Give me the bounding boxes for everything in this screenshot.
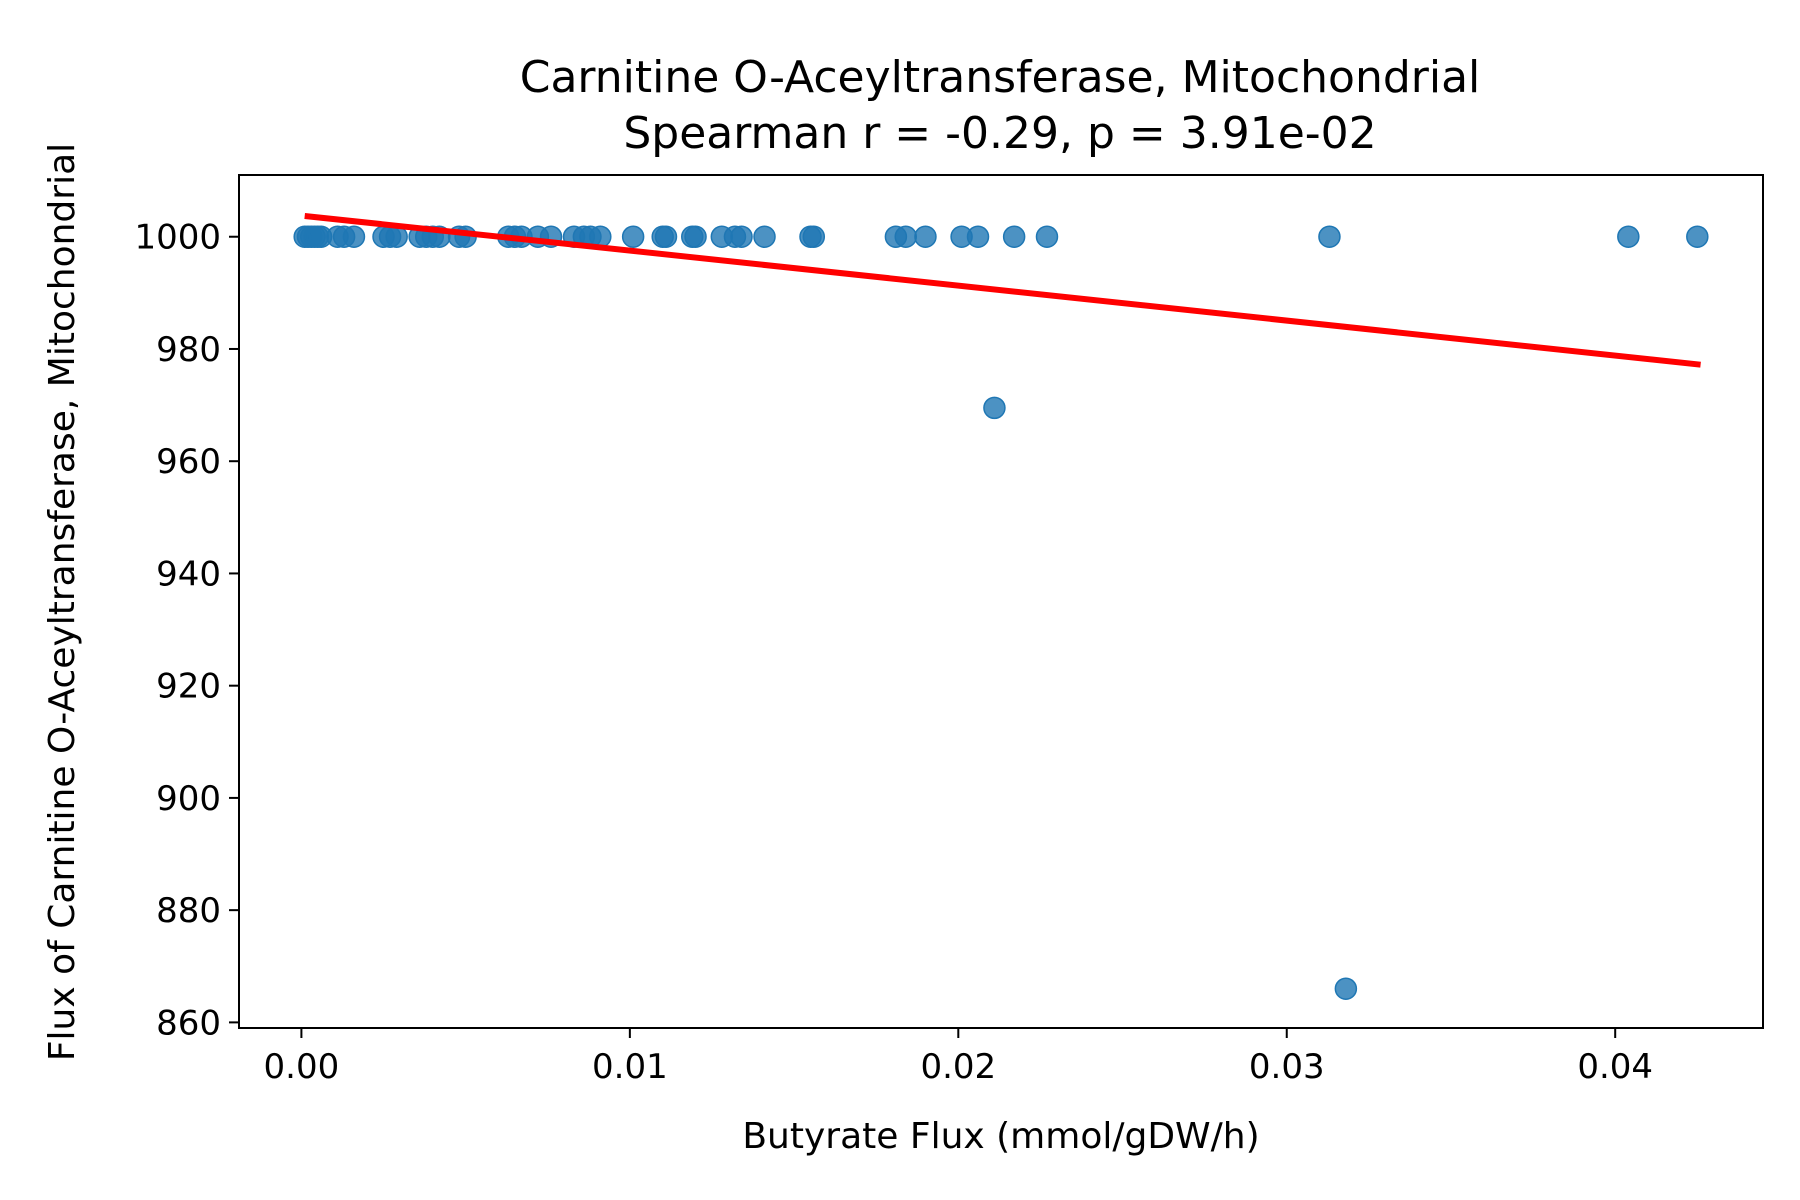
x-axis-label: Butyrate Flux (mmol/gDW/h) xyxy=(742,1116,1259,1157)
scatter-point xyxy=(1686,225,1709,248)
y-tick-label: 940 xyxy=(156,554,221,594)
y-tick-label: 900 xyxy=(156,779,221,819)
scatter-point xyxy=(1035,225,1059,248)
scatter-point xyxy=(342,225,366,248)
x-tick-label: 0.02 xyxy=(920,1047,996,1087)
scatter-point xyxy=(1334,977,1358,1000)
scatter-point xyxy=(1318,225,1341,248)
chart-title: Carnitine O-Aceyltransferase, Mitochondr… xyxy=(520,52,1481,103)
tick-layer: 0.00 0.01 0.02 0.03 0.04 860 880 900 920 940 960 98… xyxy=(134,218,1653,1087)
scatter-point xyxy=(894,225,917,248)
scatter-point xyxy=(1617,225,1640,248)
trend-layer xyxy=(304,212,1701,368)
y-tick-label: 1000 xyxy=(134,218,221,258)
y-tick-label: 920 xyxy=(156,667,221,707)
chart-subtitle: Spearman r = -0.29, p = 3.91e-02 xyxy=(623,108,1376,159)
y-tick-label: 960 xyxy=(156,442,221,482)
x-tick-label: 0.01 xyxy=(592,1047,668,1087)
y-tick-label: 880 xyxy=(156,891,221,931)
scatter-point xyxy=(1002,225,1026,248)
scatter-point xyxy=(730,225,753,248)
regression-line xyxy=(304,212,1701,368)
scatter-point xyxy=(654,225,678,248)
y-tick-label: 860 xyxy=(156,1003,221,1043)
x-tick-label: 0.00 xyxy=(264,1047,340,1087)
scatter-point xyxy=(802,225,826,248)
scatter-point xyxy=(983,396,1006,420)
y-tick-label: 980 xyxy=(156,330,221,370)
x-tick-label: 0.04 xyxy=(1577,1047,1653,1087)
plot-frame xyxy=(238,174,1764,1029)
x-tick-label: 0.03 xyxy=(1249,1047,1325,1087)
scatter-point xyxy=(621,225,645,248)
y-axis-label: Flux of Carnitine O-Aceyltransferase, Mi… xyxy=(42,143,83,1061)
scatter-point xyxy=(684,225,707,248)
scatter-point xyxy=(914,225,937,248)
scatter-point xyxy=(753,225,776,248)
scatter-point xyxy=(966,225,990,248)
